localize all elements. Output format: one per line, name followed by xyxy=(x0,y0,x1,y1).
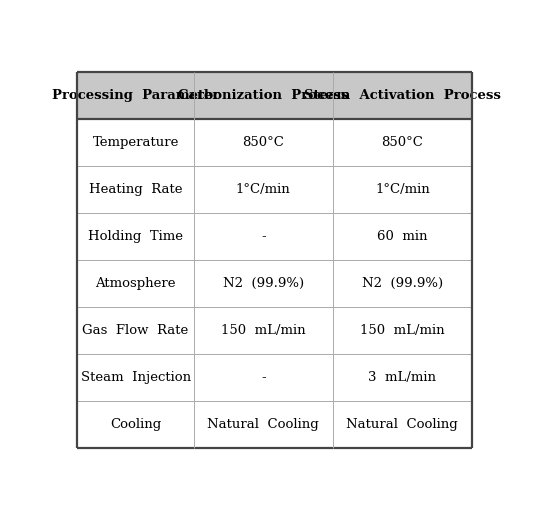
Bar xyxy=(333,401,472,449)
Bar xyxy=(77,260,194,307)
Text: 150  mL/min: 150 mL/min xyxy=(360,324,445,337)
Text: Cooling: Cooling xyxy=(110,418,161,432)
Bar xyxy=(77,307,194,354)
Text: N2  (99.9%): N2 (99.9%) xyxy=(362,277,443,290)
Bar xyxy=(333,354,472,401)
Text: 850°C: 850°C xyxy=(242,136,284,149)
Bar xyxy=(77,401,194,449)
Text: 60  min: 60 min xyxy=(377,230,428,243)
Bar xyxy=(77,72,194,119)
Bar xyxy=(194,260,333,307)
Bar xyxy=(77,166,194,213)
Text: 850°C: 850°C xyxy=(382,136,423,149)
Bar xyxy=(194,166,333,213)
Bar xyxy=(77,354,194,401)
Text: Atmosphere: Atmosphere xyxy=(95,277,176,290)
Bar xyxy=(333,260,472,307)
Text: -: - xyxy=(261,371,265,384)
Text: -: - xyxy=(261,230,265,243)
Bar xyxy=(194,354,333,401)
Bar xyxy=(333,213,472,260)
Bar xyxy=(194,213,333,260)
Text: Processing  Parameter: Processing Parameter xyxy=(52,89,219,102)
Text: Steam  Injection: Steam Injection xyxy=(80,371,191,384)
Text: Gas  Flow  Rate: Gas Flow Rate xyxy=(83,324,189,337)
Bar xyxy=(194,401,333,449)
Text: Natural  Cooling: Natural Cooling xyxy=(346,418,458,432)
Text: 3  mL/min: 3 mL/min xyxy=(368,371,436,384)
Text: Natural  Cooling: Natural Cooling xyxy=(207,418,319,432)
Bar xyxy=(333,119,472,166)
Bar xyxy=(333,166,472,213)
Text: 1°C/min: 1°C/min xyxy=(236,183,291,196)
Text: 1°C/min: 1°C/min xyxy=(375,183,430,196)
Text: Heating  Rate: Heating Rate xyxy=(89,183,182,196)
Text: Steam  Activation  Process: Steam Activation Process xyxy=(304,89,501,102)
Bar xyxy=(194,72,333,119)
Bar xyxy=(77,119,194,166)
Text: Temperature: Temperature xyxy=(92,136,179,149)
Text: 150  mL/min: 150 mL/min xyxy=(221,324,306,337)
Bar xyxy=(77,213,194,260)
Text: Carbonization  Process: Carbonization Process xyxy=(178,89,348,102)
Text: N2  (99.9%): N2 (99.9%) xyxy=(222,277,304,290)
Bar xyxy=(333,307,472,354)
Text: Holding  Time: Holding Time xyxy=(88,230,183,243)
Bar xyxy=(194,307,333,354)
Bar xyxy=(333,72,472,119)
Bar xyxy=(194,119,333,166)
